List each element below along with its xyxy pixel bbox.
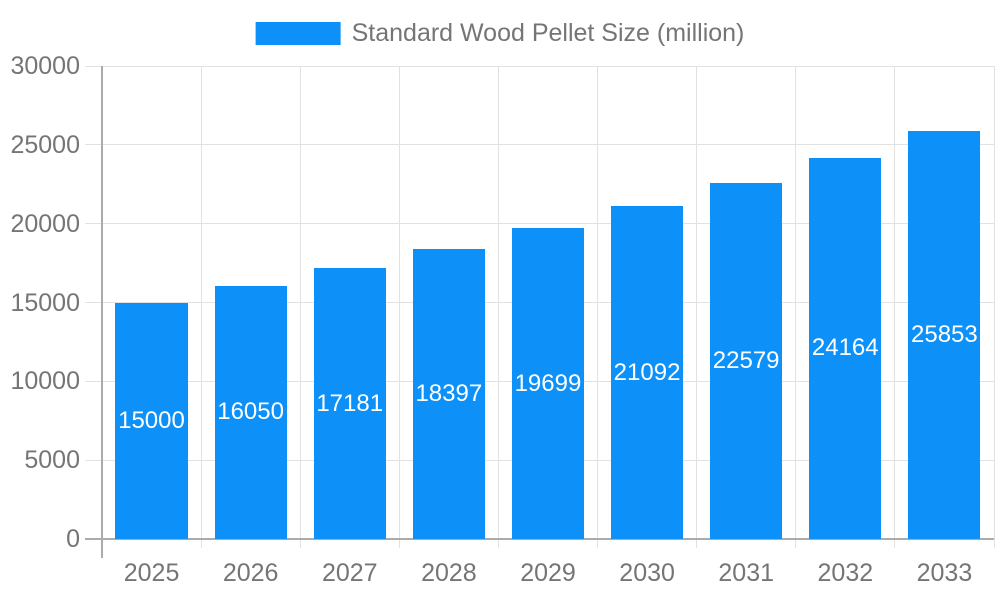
x-axis-tick-label: 2028 [421, 559, 477, 587]
gridline-vertical [497, 66, 499, 548]
y-axis-tick-label: 15000 [10, 288, 80, 317]
legend-item[interactable]: Standard Wood Pellet Size (million) [255, 19, 745, 48]
bar-2025[interactable]: 15000 [115, 302, 188, 539]
legend-label: Standard Wood Pellet Size (million) [351, 19, 745, 47]
bar-2029[interactable]: 19699 [511, 228, 584, 539]
bar-value-label: 16050 [217, 398, 284, 426]
bar-2032[interactable]: 24164 [809, 158, 882, 539]
x-axis-tick-label: 2025 [123, 559, 180, 587]
gridline-vertical [894, 66, 896, 548]
gridline-horizontal [85, 144, 994, 146]
gridline-vertical [200, 66, 202, 548]
bar-value-label: 17181 [316, 389, 384, 417]
gridline-vertical [795, 66, 797, 548]
bar-value-label: 21092 [613, 358, 681, 386]
x-axis-tick-label: 2026 [222, 559, 279, 587]
gridline-vertical [993, 66, 995, 548]
bar-2030[interactable]: 21092 [611, 206, 684, 539]
y-axis-line [101, 66, 103, 558]
x-axis-tick-label: 2033 [916, 559, 973, 587]
x-axis-tick-label: 2030 [619, 559, 675, 587]
bar-value-label: 19699 [514, 369, 582, 397]
gridline-vertical [696, 66, 698, 548]
x-axis-tick-label: 2029 [520, 559, 576, 587]
x-axis-tick-label: 2031 [718, 559, 775, 587]
bar-value-label: 24164 [811, 334, 879, 362]
bar-value-label: 22579 [712, 346, 780, 374]
y-axis-tick-label: 20000 [10, 209, 80, 238]
y-axis-tick-label: 5000 [24, 446, 80, 475]
bar-2028[interactable]: 18397 [412, 248, 485, 539]
gridline-horizontal [85, 65, 994, 67]
x-axis-tick-label: 2032 [817, 559, 874, 587]
x-axis-line [85, 538, 994, 540]
gridline-vertical [299, 66, 301, 548]
gridline-vertical [398, 66, 400, 548]
bar-2033[interactable]: 25853 [908, 131, 981, 539]
y-axis-tick-label: 25000 [10, 130, 80, 159]
bar-value-label: 18397 [415, 379, 483, 407]
gridline-vertical [597, 66, 599, 548]
gridline-horizontal [85, 223, 994, 225]
bar-value-label: 25853 [911, 321, 978, 349]
bar-value-label: 15000 [118, 406, 185, 434]
x-axis-tick-label: 2027 [321, 559, 378, 587]
bar-2031[interactable]: 22579 [710, 183, 783, 539]
y-axis-tick-label: 0 [66, 525, 80, 553]
bar-2027[interactable]: 17181 [313, 268, 386, 539]
bar-2026[interactable]: 16050 [214, 285, 287, 539]
legend-swatch [255, 22, 341, 45]
plot-area: 0 5000 10000 15000 20000 25000 30000 15000 2025 1… [10, 52, 995, 587]
y-axis-tick-label: 10000 [10, 367, 80, 396]
y-axis-tick-label: 30000 [10, 52, 80, 80]
